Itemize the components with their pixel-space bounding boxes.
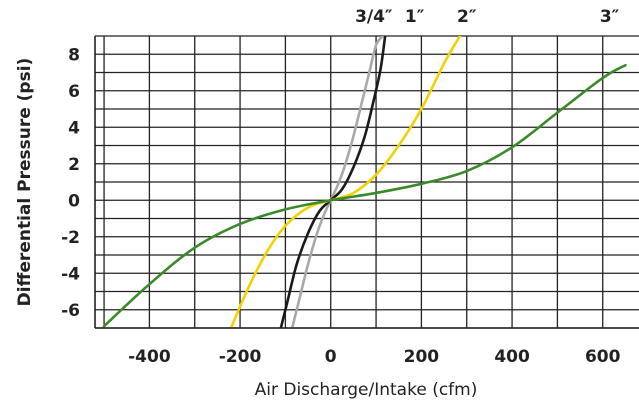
x-tick-label: -200 [219, 347, 262, 367]
y-tick-label: 4 [68, 118, 80, 138]
plot-frame [94, 36, 639, 329]
x-tick-label: 0 [325, 347, 337, 367]
y-tick-label: 0 [68, 191, 80, 211]
y-axis-title: Differential Pressure (psi) [15, 58, 35, 307]
series-label-2: 2″ [457, 7, 477, 27]
series-lines [102, 36, 627, 328]
y-tick-label: 8 [68, 45, 80, 65]
series-line-1 [279, 36, 387, 328]
series-label-1: 1″ [405, 7, 425, 27]
y-tick-label: -4 [61, 264, 80, 284]
y-tick-label: 2 [68, 155, 80, 175]
y-tick-label: -6 [61, 301, 80, 321]
series-labels: 3/4″ 1″ 2″ 3″ [355, 7, 620, 27]
series-line-0 [290, 36, 385, 328]
y-tick-label: -2 [61, 228, 80, 248]
series-label-0: 3/4″ [355, 7, 393, 27]
y-tick-label: 6 [68, 82, 80, 102]
x-axis-title: Air Discharge/Intake (cfm) [255, 380, 478, 400]
series-line-3 [102, 63, 627, 328]
x-tick-label: 600 [585, 347, 621, 367]
x-tick-label: 400 [494, 347, 530, 367]
y-tick-labels: -6 -4 -2 0 2 4 6 8 [61, 45, 80, 321]
x-tick-label: -400 [128, 347, 171, 367]
x-tick-labels: -400 -200 0 200 400 600 [128, 347, 621, 367]
x-tick-label: 200 [404, 347, 440, 367]
series-label-3: 3″ [600, 7, 620, 27]
